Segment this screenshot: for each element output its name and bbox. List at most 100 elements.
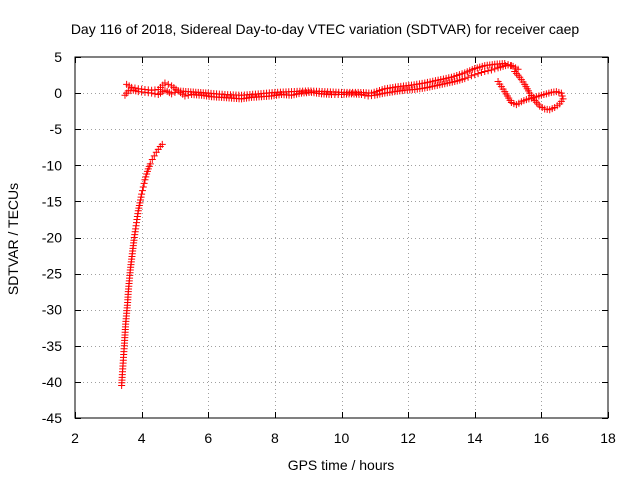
data-point-fill bbox=[543, 105, 551, 113]
data-point-fill bbox=[520, 97, 528, 105]
data-point-fill bbox=[131, 84, 139, 92]
y-tick-label: -15 bbox=[42, 193, 62, 209]
data-point-fill bbox=[530, 93, 538, 101]
data-point-fill bbox=[498, 60, 506, 68]
data-point-fill bbox=[138, 85, 146, 93]
data-point-fill bbox=[438, 80, 446, 88]
data-point-fill bbox=[133, 219, 141, 227]
series-late-excursion bbox=[494, 67, 567, 114]
data-point-fill bbox=[524, 87, 532, 95]
data-point bbox=[474, 70, 482, 78]
data-point-fill bbox=[126, 269, 134, 277]
data-point-fill bbox=[496, 80, 504, 88]
series-upper-band bbox=[123, 59, 515, 99]
data-point-fill bbox=[129, 247, 137, 255]
data-point-fill bbox=[464, 73, 472, 81]
data-point-fill bbox=[557, 97, 565, 105]
chart-title: Day 116 of 2018, Sidereal Day-to-day VTE… bbox=[71, 21, 580, 37]
data-point-fill bbox=[134, 210, 142, 218]
data-point bbox=[139, 183, 147, 191]
data-point-fill bbox=[137, 193, 145, 201]
data-point-fill bbox=[164, 80, 172, 88]
y-tick-label: -10 bbox=[42, 157, 62, 173]
data-point bbox=[150, 152, 158, 160]
data-point-fill bbox=[405, 81, 413, 89]
data-point-fill bbox=[172, 85, 180, 93]
data-point-fill bbox=[519, 78, 527, 86]
data-point-fill bbox=[553, 102, 561, 110]
data-point-fill bbox=[502, 90, 510, 98]
data-point-fill bbox=[130, 236, 138, 244]
data-point-fill bbox=[135, 201, 143, 209]
data-point-fill bbox=[471, 71, 479, 79]
data-point-fill bbox=[550, 88, 558, 96]
data-point-fill bbox=[548, 105, 556, 113]
x-tick-label: 12 bbox=[400, 430, 416, 446]
y-tick-labels: 5 0 -5 -10 -15 -20 -25 -30 -35 -40 -45 bbox=[42, 49, 62, 426]
data-point-fill bbox=[477, 69, 485, 77]
x-tick-label: 6 bbox=[204, 430, 212, 446]
data-point-fill bbox=[478, 62, 486, 70]
data-point-fill bbox=[468, 66, 476, 74]
x-tick-label: 18 bbox=[600, 430, 616, 446]
data-point bbox=[141, 176, 149, 184]
data-point-fill bbox=[510, 100, 518, 108]
data-point-fill bbox=[488, 61, 496, 69]
data-points bbox=[118, 59, 567, 390]
y-tick-label: -35 bbox=[42, 338, 62, 354]
data-point-fill bbox=[512, 64, 520, 72]
data-point-fill bbox=[125, 82, 133, 90]
plot-frame bbox=[74, 56, 609, 419]
data-point-fill bbox=[535, 92, 543, 100]
data-point-fill bbox=[140, 179, 148, 187]
x-tick-labels: 2 4 6 8 10 12 14 16 18 bbox=[71, 430, 616, 446]
data-point bbox=[148, 156, 156, 164]
data-point-fill bbox=[365, 89, 373, 97]
data-point bbox=[467, 72, 475, 80]
data-point-fill bbox=[408, 86, 416, 94]
y-tick-label: -20 bbox=[42, 230, 62, 246]
y-tick-label: -45 bbox=[42, 410, 62, 426]
data-point bbox=[158, 140, 166, 148]
data-point-fill bbox=[123, 89, 131, 97]
data-point-fill bbox=[137, 196, 145, 204]
x-tick-label: 8 bbox=[271, 430, 279, 446]
data-point bbox=[138, 190, 146, 198]
data-point-fill bbox=[558, 92, 566, 100]
data-point-fill bbox=[142, 173, 150, 181]
data-point-fill bbox=[448, 78, 456, 86]
x-tick-label: 16 bbox=[534, 430, 550, 446]
y-tick-label: -30 bbox=[42, 302, 62, 318]
data-point-fill bbox=[145, 162, 153, 170]
series-steep-recovery bbox=[118, 140, 166, 390]
x-axis-label: GPS time / hours bbox=[288, 457, 395, 473]
y-tick-label: -40 bbox=[42, 374, 62, 390]
y-tick-label: -5 bbox=[50, 121, 63, 137]
data-point bbox=[487, 66, 495, 74]
data-point-fill bbox=[525, 95, 533, 103]
data-point-fill bbox=[484, 67, 492, 75]
data-point-fill bbox=[138, 187, 146, 195]
data-point-fill bbox=[159, 81, 167, 89]
data-point-fill bbox=[458, 70, 466, 78]
data-point-fill bbox=[144, 86, 152, 94]
y-tick-label: 5 bbox=[54, 49, 62, 65]
data-point-fill bbox=[378, 86, 386, 94]
data-point bbox=[507, 62, 515, 70]
y-axis-label: SDTVAR / TECUs bbox=[5, 183, 21, 295]
x-tick-label: 2 bbox=[71, 430, 79, 446]
data-point-fill bbox=[127, 258, 135, 266]
axis-ticks bbox=[75, 57, 609, 419]
series-main-track bbox=[121, 61, 522, 103]
data-point-fill bbox=[143, 167, 151, 175]
data-point-fill bbox=[538, 104, 546, 112]
data-point-fill bbox=[398, 87, 406, 95]
data-point-fill bbox=[131, 228, 139, 236]
x-tick-label: 14 bbox=[467, 430, 483, 446]
data-point-fill bbox=[497, 63, 505, 71]
grid-lines bbox=[75, 57, 608, 418]
data-point-fill bbox=[391, 83, 399, 91]
y-tick-label: 0 bbox=[54, 85, 62, 101]
x-tick-label: 4 bbox=[138, 430, 146, 446]
